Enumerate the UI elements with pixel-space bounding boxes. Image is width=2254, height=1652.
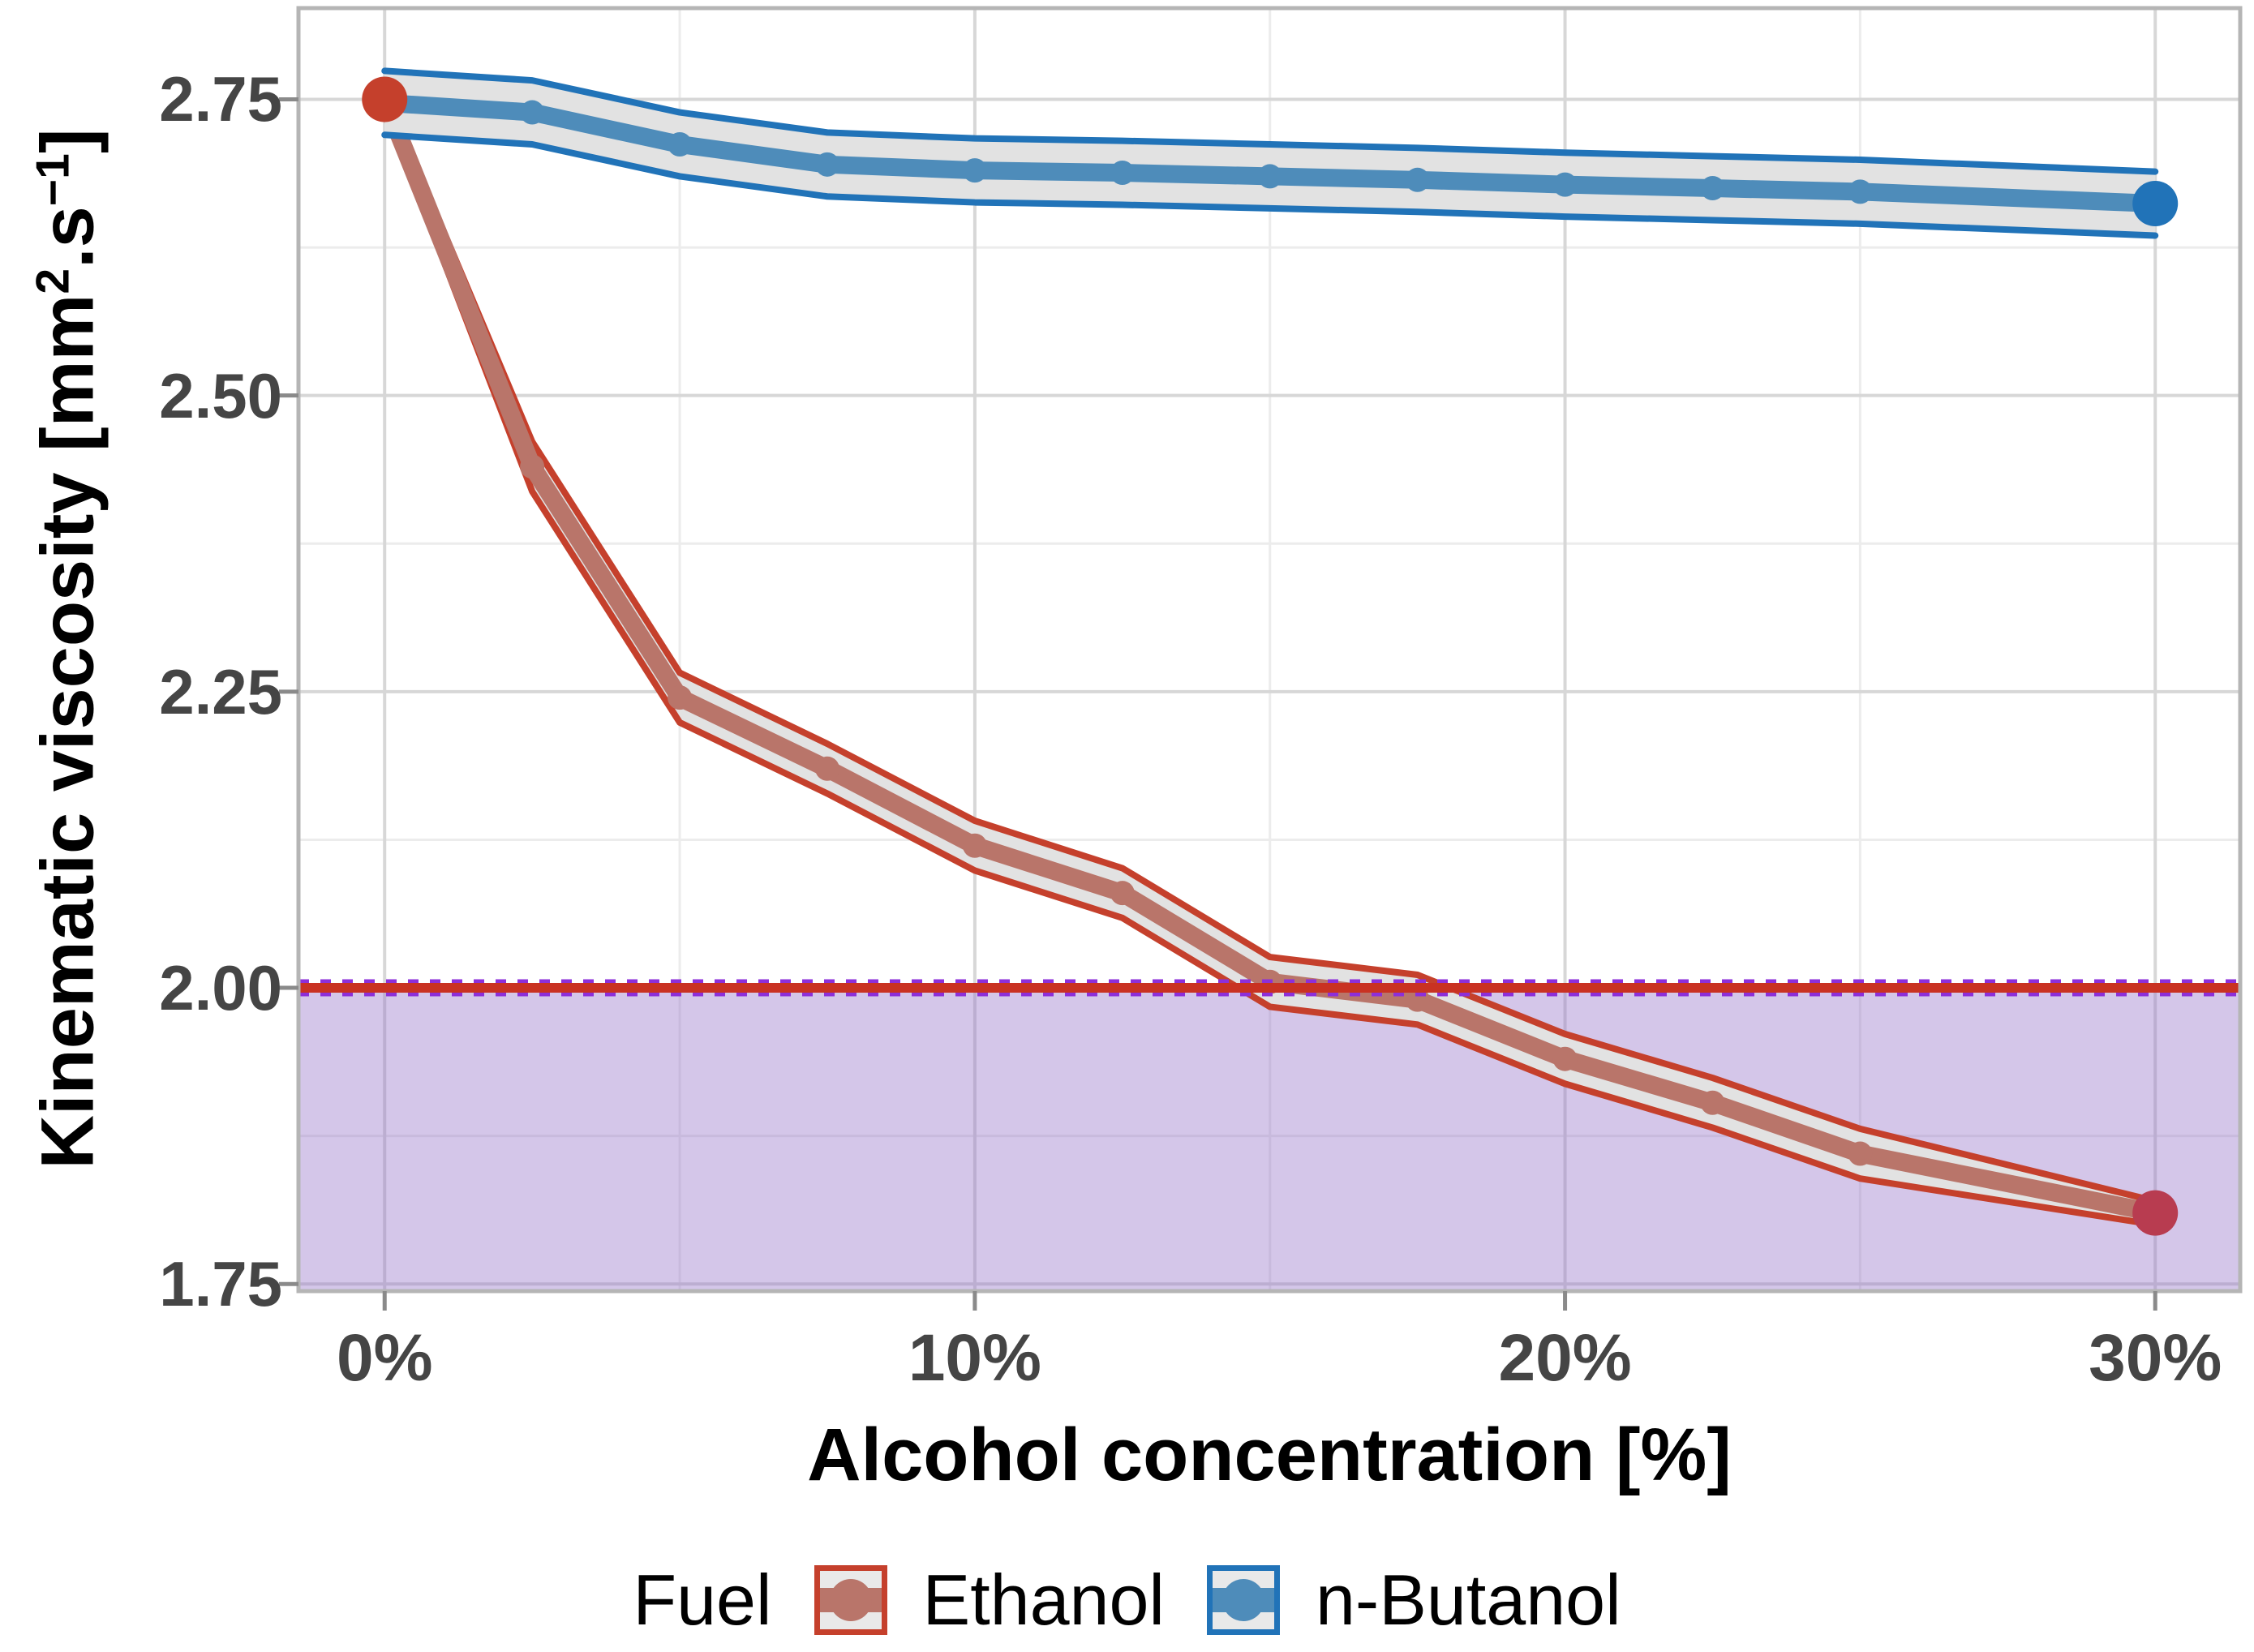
point-n-Butanol — [1848, 179, 1873, 204]
point-n-Butanol — [1110, 161, 1135, 186]
threshold-region — [297, 986, 2242, 1293]
x-axis-title: Alcohol concentration [%] — [807, 1414, 1732, 1496]
ribbon-upper-edge-n-Butanol — [381, 67, 2159, 175]
y-tick-label: 2.50 — [159, 359, 282, 431]
end-dot-n-Butanol — [2132, 181, 2179, 227]
y-tick-label: 2.75 — [159, 63, 282, 135]
legend-item-n-butanol: n-Butanol — [1206, 1559, 1621, 1641]
start-dot-Ethanol — [362, 76, 408, 122]
y-axis-title: Kinematic viscosity [mm2.s−1] — [26, 129, 111, 1169]
legend-key-dot-icon — [1221, 1579, 1264, 1621]
point-n-Butanol — [962, 158, 987, 183]
panel-border — [296, 6, 2243, 1294]
y-axis-title-sup2: 2 — [27, 268, 79, 294]
legend-item-ethanol: Ethanol — [814, 1559, 1165, 1641]
point-Ethanol — [1848, 1141, 1873, 1166]
y-axis-title-suffix: ] — [26, 128, 109, 154]
y-tick-label: 2.25 — [159, 655, 282, 727]
line-Ethanol — [376, 96, 2157, 1222]
point-n-Butanol — [1700, 176, 1725, 201]
legend-label-ethanol: Ethanol — [922, 1560, 1165, 1640]
legend-key-ethanol — [814, 1565, 887, 1635]
chart-legend: Fuel Ethanol n-Butanol — [0, 1559, 2254, 1641]
point-n-Butanol — [1552, 172, 1578, 197]
legend-title: Fuel — [633, 1560, 772, 1640]
ribbon-Ethanol — [384, 91, 2156, 1225]
y-axis-title-text: Kinematic viscosity [mm — [26, 294, 109, 1169]
point-Ethanol — [520, 454, 545, 479]
legend-label-n-butanol: n-Butanol — [1315, 1560, 1621, 1640]
point-n-Butanol — [1405, 167, 1430, 192]
point-n-Butanol — [814, 152, 839, 177]
end-dot-Ethanol — [2132, 1190, 2179, 1236]
legend-key-dot-icon — [829, 1579, 872, 1621]
ribbon-upper-edge-Ethanol — [381, 88, 2159, 1204]
point-Ethanol — [1552, 1046, 1578, 1071]
point-Ethanol — [962, 833, 987, 858]
x-tick-label: 0% — [336, 1321, 433, 1395]
x-tick-label: 10% — [908, 1321, 1041, 1395]
y-tick-label: 1.75 — [159, 1248, 282, 1320]
point-Ethanol — [1110, 881, 1135, 906]
y-axis-title-mid: .s — [26, 206, 109, 268]
y-tick-label: 2.00 — [159, 952, 282, 1024]
line-n-Butanol — [384, 93, 2156, 213]
point-n-Butanol — [520, 100, 545, 125]
point-n-Butanol — [668, 131, 693, 157]
ribbon-lower-edge-n-Butanol — [381, 131, 2159, 239]
point-Ethanol — [668, 685, 693, 710]
ribbon-lower-edge-Ethanol — [381, 104, 2159, 1229]
point-n-Butanol — [1257, 164, 1282, 189]
x-tick-label: 30% — [2089, 1321, 2222, 1395]
x-tick-label: 20% — [1498, 1321, 1632, 1395]
legend-key-n-butanol — [1206, 1565, 1280, 1635]
point-Ethanol — [1700, 1090, 1725, 1115]
point-Ethanol — [814, 756, 839, 781]
y-axis-title-sup-minus1: −1 — [27, 153, 79, 207]
